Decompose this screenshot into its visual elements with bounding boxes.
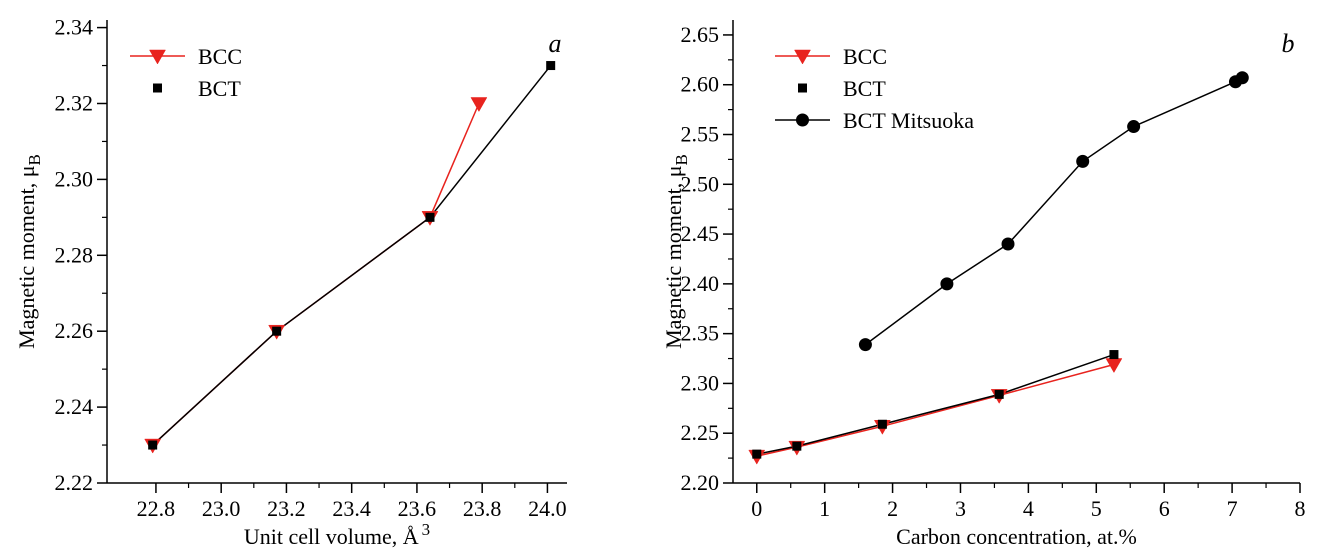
data-point-bct bbox=[148, 440, 158, 450]
data-point-bct bbox=[272, 326, 282, 336]
x-tick-label: 8 bbox=[1295, 496, 1306, 521]
data-point-bct bbox=[877, 419, 887, 429]
legend-label: BCT bbox=[843, 76, 886, 101]
y-tick-label: 2.45 bbox=[681, 221, 720, 246]
data-point-bcc bbox=[470, 97, 488, 112]
data-point-bct bbox=[792, 441, 802, 451]
legend-label: BCT Mitsuoka bbox=[843, 108, 974, 133]
y-tick-label: 2.20 bbox=[681, 470, 720, 495]
y-tick-label: 2.30 bbox=[681, 370, 720, 395]
x-tick-label: 2 bbox=[887, 496, 898, 521]
x-tick-label: 22.8 bbox=[137, 496, 176, 521]
y-tick-label: 2.55 bbox=[681, 122, 720, 147]
y-tick-label: 2.50 bbox=[681, 171, 720, 196]
legend-label: BCC bbox=[843, 44, 887, 69]
legend-item-bct: BCT bbox=[798, 76, 886, 101]
y-tick-label: 2.65 bbox=[681, 22, 720, 47]
y-tick-label: 2.30 bbox=[55, 166, 94, 191]
chart-panel-a: 2.22 2.24 2.26 2.28 2.30 2.32 2.34 22.8 23.0 23.2… bbox=[14, 15, 567, 549]
x-tick-label: 23.2 bbox=[267, 496, 306, 521]
legend-label: BCC bbox=[198, 44, 242, 69]
x-tick-label: 6 bbox=[1159, 496, 1170, 521]
data-point-bct-mitsuoka bbox=[940, 277, 954, 291]
legend-item-bct: BCT bbox=[153, 76, 241, 101]
legend-item-bcc: BCC bbox=[130, 44, 242, 69]
x-tick-label: 23.6 bbox=[398, 496, 437, 521]
x-tick-label: 7 bbox=[1227, 496, 1238, 521]
legend-label: BCT bbox=[198, 76, 241, 101]
data-point-bct bbox=[546, 61, 556, 71]
x-tick-label: 5 bbox=[1091, 496, 1102, 521]
y-tick-label: 2.35 bbox=[681, 321, 720, 346]
legend-marker bbox=[798, 83, 807, 93]
legend-marker bbox=[794, 49, 811, 65]
data-point-bct-mitsuoka bbox=[858, 338, 872, 352]
data-point-bct bbox=[994, 389, 1004, 399]
x-tick-label: 1 bbox=[819, 496, 830, 521]
legend-marker bbox=[796, 113, 809, 127]
data-point-bct-mitsuoka bbox=[1127, 120, 1141, 134]
y-tick-label: 2.24 bbox=[55, 394, 94, 419]
data-point-bct-mitsuoka bbox=[1076, 154, 1090, 168]
data-point-bct bbox=[1109, 350, 1119, 360]
x-tick-label: 0 bbox=[751, 496, 762, 521]
x-tick-label: 3 bbox=[955, 496, 966, 521]
y-tick-label: 2.25 bbox=[681, 420, 720, 445]
legend-marker bbox=[153, 83, 162, 93]
x-tick-label: 24.0 bbox=[528, 496, 567, 521]
y-tick-label: 2.26 bbox=[55, 318, 94, 343]
x-tick-label: 23.4 bbox=[332, 496, 371, 521]
data-point-bct-mitsuoka bbox=[1001, 237, 1015, 251]
panel-letter: b bbox=[1282, 29, 1295, 58]
chart-panel-b: 2.20 2.25 2.30 2.35 2.40 2.45 2.50 2.55 2.60 2.65… bbox=[661, 20, 1306, 549]
data-point-bct-mitsuoka bbox=[1235, 71, 1249, 85]
x-tick-label: 23.8 bbox=[463, 496, 502, 521]
x-tick-label: 23.0 bbox=[202, 496, 241, 521]
y-tick-label: 2.60 bbox=[681, 72, 720, 97]
legend-item-bcc: BCC bbox=[775, 44, 887, 69]
series-line-bct bbox=[756, 353, 1115, 455]
y-axis-title: Magnetic moment, μB bbox=[661, 154, 691, 349]
y-tick-label: 2.40 bbox=[681, 271, 720, 296]
y-tick-label: 2.32 bbox=[55, 90, 94, 115]
data-point-bct bbox=[752, 449, 762, 459]
y-axis-title: Magnetic moment, μB bbox=[14, 154, 44, 349]
y-tick-label: 2.34 bbox=[55, 15, 94, 40]
panel-letter: a bbox=[549, 29, 562, 58]
x-tick-label: 4 bbox=[1023, 496, 1034, 521]
x-axis-title: Carbon concentration, at.% bbox=[896, 524, 1137, 549]
data-point-bct bbox=[425, 212, 435, 222]
y-tick-label: 2.28 bbox=[55, 242, 94, 267]
series-line-bct bbox=[152, 65, 552, 446]
legend-marker bbox=[149, 49, 166, 65]
legend-item-bct-mitsuoka: BCT Mitsuoka bbox=[775, 108, 974, 133]
y-tick-label: 2.22 bbox=[55, 470, 94, 495]
series-line-bcc bbox=[152, 103, 480, 446]
